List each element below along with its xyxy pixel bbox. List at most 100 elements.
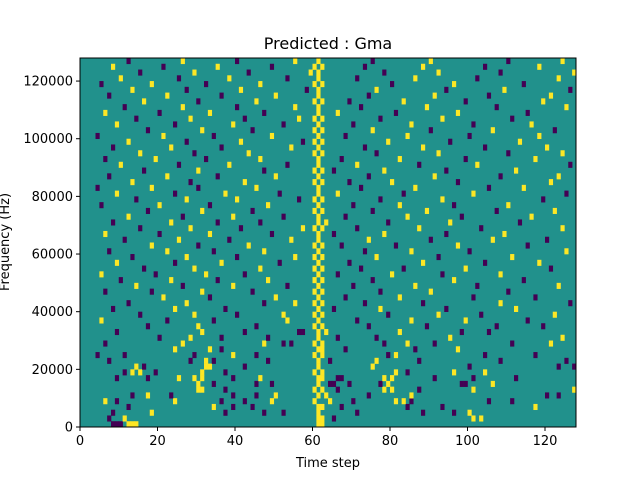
heatmap-cell (467, 409, 472, 416)
heatmap-cell (568, 86, 573, 93)
y-tick-label: 80000 (32, 190, 73, 205)
heatmap-cell (343, 346, 348, 353)
heatmap-cell (173, 346, 178, 353)
heatmap-cell (382, 386, 387, 393)
heatmap-cell (556, 392, 561, 399)
heatmap-cell (231, 282, 236, 289)
heatmap-cell (568, 300, 573, 307)
heatmap-cell (316, 357, 321, 364)
heatmap-cell (320, 311, 325, 318)
heatmap-cell (157, 202, 162, 209)
heatmap-cell (130, 254, 135, 261)
heatmap-cell (145, 207, 151, 214)
heatmap-cell (498, 69, 503, 76)
heatmap-cell (459, 213, 464, 220)
heatmap-cell (312, 81, 317, 88)
heatmap-cell (114, 121, 120, 128)
heatmap-cell (320, 81, 325, 88)
heatmap-cell (312, 225, 317, 232)
heatmap-cell (382, 340, 387, 347)
y-tick-label: 0 (65, 421, 73, 436)
heatmap-cell (393, 109, 399, 116)
y-tick-label: 60000 (32, 248, 73, 263)
heatmap-cell (312, 340, 317, 347)
heatmap-cell (459, 380, 464, 387)
heatmap-cell (320, 277, 325, 284)
heatmap-cell (393, 369, 399, 376)
heatmap-cell (393, 242, 399, 249)
heatmap-cell (572, 386, 577, 393)
heatmap-cell (312, 369, 317, 376)
heatmap-cell (281, 213, 286, 220)
heatmap-cell (564, 190, 569, 197)
heatmap-cell (153, 271, 158, 278)
heatmap-cell (417, 161, 422, 168)
heatmap-cell (359, 104, 364, 111)
heatmap-cell (374, 254, 379, 261)
heatmap-cell (157, 230, 162, 238)
heatmap-cell (130, 421, 135, 428)
heatmap-cell (207, 346, 213, 353)
heatmap-cell (370, 58, 375, 65)
heatmap-cell (312, 277, 317, 284)
heatmap-cell (390, 81, 395, 88)
heatmap-cell (180, 213, 185, 220)
heatmap-cell (467, 248, 472, 255)
heatmap-cell (142, 265, 147, 272)
heatmap-cell (421, 259, 426, 266)
heatmap-cell (428, 127, 433, 134)
heatmap-cell (107, 415, 112, 422)
heatmap-cell (467, 132, 472, 140)
heatmap-cell (316, 259, 321, 266)
heatmap-cell (316, 190, 321, 197)
heatmap-cell (486, 398, 492, 405)
heatmap-cell (366, 236, 371, 243)
heatmap-cell (560, 334, 565, 341)
heatmap-cell (242, 363, 247, 370)
heatmap-cell (153, 369, 158, 376)
heatmap-cell (223, 305, 228, 312)
heatmap-cell (424, 207, 430, 214)
heatmap-cell (118, 421, 123, 428)
heatmap-cell (277, 259, 282, 266)
heatmap-cell (440, 403, 445, 411)
heatmap-cell (107, 357, 112, 364)
heatmap-cell (134, 196, 139, 203)
heatmap-cell (250, 127, 255, 134)
heatmap-cell (324, 219, 329, 226)
heatmap-cell (374, 334, 379, 341)
heatmap-cell (95, 184, 100, 191)
x-axis: 0 20 40 60 80 100 120 (76, 427, 557, 449)
heatmap-cell (157, 109, 162, 116)
heatmap-cell (219, 259, 224, 266)
heatmap-cell (320, 63, 325, 70)
heatmap-cell (157, 334, 162, 341)
heatmap-cell (448, 334, 453, 341)
heatmap-cell (320, 138, 325, 145)
heatmap-cell (366, 173, 371, 180)
heatmap-cell (269, 132, 275, 140)
heatmap-cell (362, 300, 368, 307)
heatmap-cell (118, 277, 123, 284)
heatmap-cell (281, 409, 286, 416)
heatmap-cell (142, 98, 147, 105)
heatmap-cell (285, 282, 290, 289)
heatmap-cell (413, 75, 418, 82)
heatmap-cell (258, 219, 263, 226)
heatmap-cell (564, 248, 569, 255)
heatmap-cell (235, 104, 240, 111)
heatmap-cell (444, 86, 449, 93)
heatmap-cell (204, 357, 209, 364)
heatmap-cell (161, 132, 166, 140)
heatmap-cell (312, 138, 317, 145)
heatmap-cell (479, 415, 484, 422)
heatmap-cell (145, 392, 151, 399)
heatmap-cell (200, 369, 205, 376)
heatmap-cell (312, 98, 317, 105)
heatmap-cell (378, 115, 383, 122)
heatmap-cell (537, 259, 542, 266)
heatmap-cell (397, 156, 402, 163)
heatmap-cell (184, 300, 189, 307)
heatmap-cell (390, 179, 395, 186)
heatmap-cell (390, 386, 395, 393)
